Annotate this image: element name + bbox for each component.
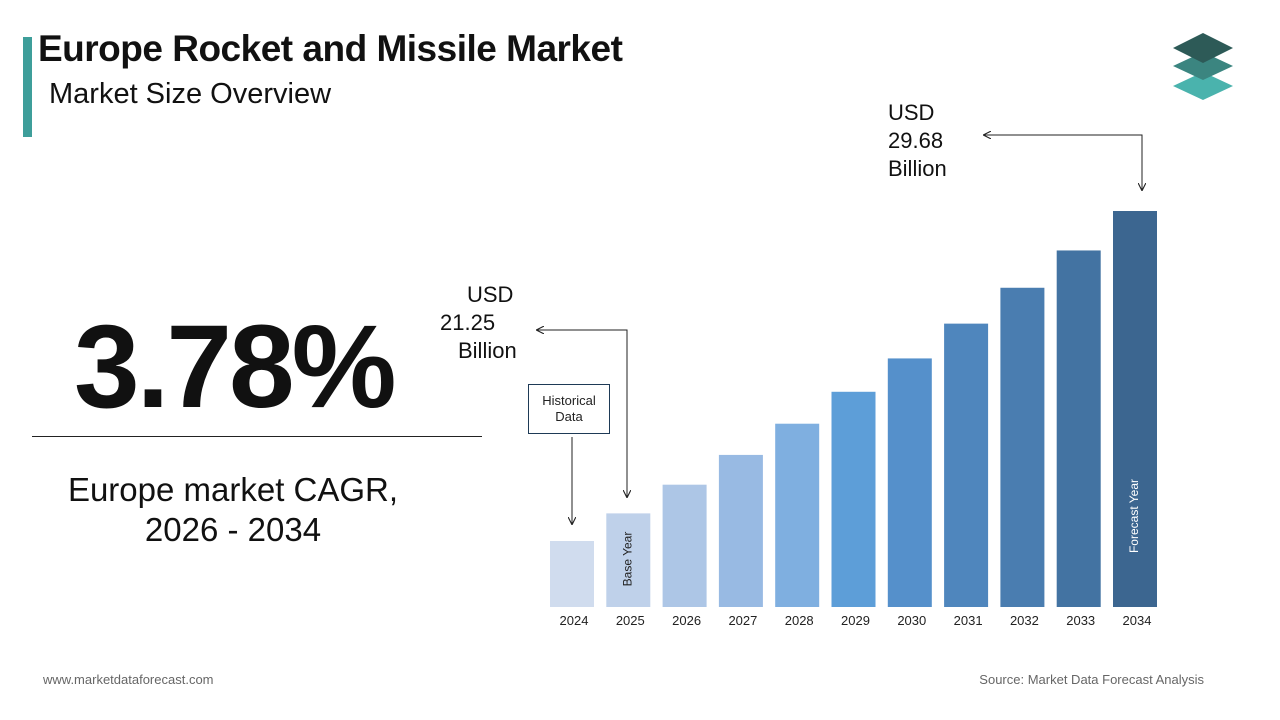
bar-2034 — [1113, 211, 1157, 607]
bar-2030 — [887, 358, 932, 607]
cagr-caption-line2: 2026 - 2034 — [144, 511, 322, 548]
bar-2031 — [944, 323, 989, 607]
in-bar-label-2034: Forecast Year — [1127, 479, 1141, 553]
footer-website: www.marketdataforecast.com — [43, 672, 214, 687]
callout-end-line1: USD — [888, 100, 935, 125]
arrow-start-value — [537, 330, 627, 497]
cagr-value: 3.78% — [74, 301, 397, 433]
cagr-divider — [32, 436, 482, 437]
bar-2026 — [662, 484, 707, 607]
bar-2025 — [606, 513, 651, 607]
bar-2024 — [550, 541, 594, 607]
footer-source: Source: Market Data Forecast Analysis — [979, 672, 1204, 687]
x-tick-label-2025: 2025 — [616, 613, 645, 628]
x-tick-label-2029: 2029 — [841, 613, 870, 628]
bar-2028 — [775, 423, 820, 607]
x-tick-label-2030: 2030 — [897, 613, 926, 628]
in-bar-label-2025: Base Year — [620, 532, 634, 587]
bar-2029 — [831, 391, 876, 607]
callout-start-line1: USD — [467, 282, 514, 307]
bars-group — [550, 211, 1157, 607]
bar-2033 — [1056, 250, 1101, 607]
historical-line2: Data — [555, 409, 583, 424]
title-accent-bar — [23, 37, 32, 137]
x-tick-label-2027: 2027 — [728, 613, 757, 628]
bar-2032 — [1000, 287, 1045, 607]
x-tick-label-2024: 2024 — [560, 613, 589, 628]
brand-logo-icon — [1173, 33, 1233, 100]
x-tick-label-2031: 2031 — [954, 613, 983, 628]
page-subtitle: Market Size Overview — [49, 78, 332, 110]
arrow-end-value — [984, 135, 1142, 190]
bar-2027 — [718, 454, 763, 607]
x-tick-label-2033: 2033 — [1066, 613, 1095, 628]
callout-start-line3: Billion — [458, 338, 517, 363]
cagr-caption-line1: Europe market CAGR, — [67, 471, 399, 508]
callout-end-line2: 29.68 — [888, 128, 944, 153]
x-tick-label-2032: 2032 — [1010, 613, 1039, 628]
historical-data-box: Historical Data — [528, 384, 610, 434]
page-title: Europe Rocket and Missile Market — [38, 28, 623, 69]
x-tick-labels: 2024 2025 2026 2027 2028 2029 2030 2031 2032 2033… — [560, 613, 1152, 628]
cagr-caption: Europe market CAGR, 2026 - 2034 — [32, 470, 434, 550]
x-tick-label-2028: 2028 — [785, 613, 814, 628]
callout-end-line3: Billion — [888, 156, 947, 181]
callout-start-value: USD 21.25 Billion — [440, 281, 524, 365]
x-tick-label-2034: 2034 — [1123, 613, 1152, 628]
in-bar-labels: Base Year Forecast Year — [620, 479, 1141, 586]
historical-line1: Historical — [542, 393, 596, 408]
callout-end-value: USD 29.68 Billion — [888, 99, 947, 183]
callout-start-line2: 21.25 — [440, 310, 496, 335]
x-tick-label-2026: 2026 — [672, 613, 701, 628]
